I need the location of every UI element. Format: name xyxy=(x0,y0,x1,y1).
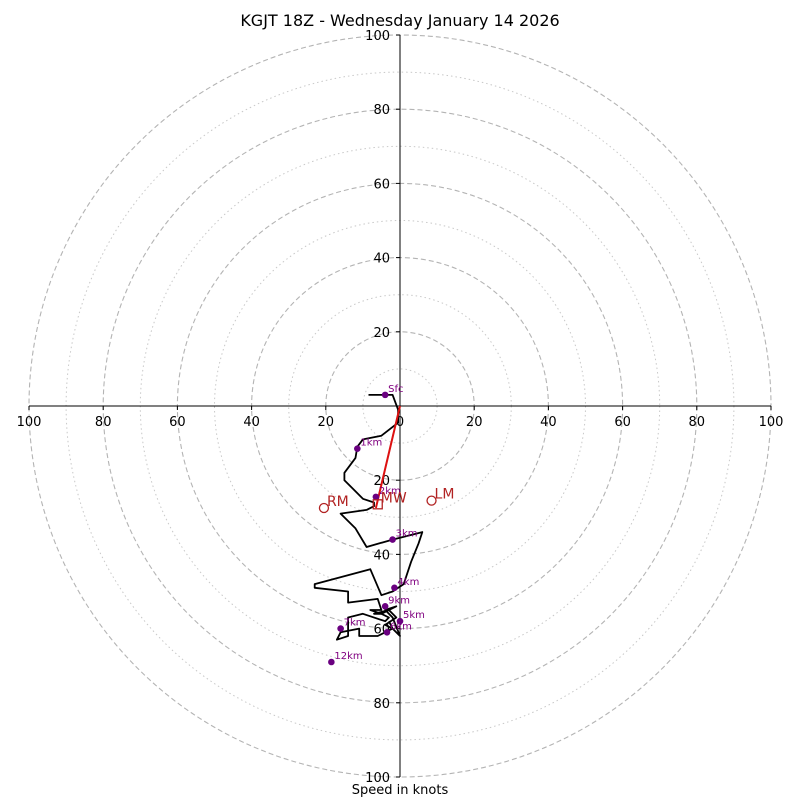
height-marker-label: 3km xyxy=(396,529,418,540)
y-tick-label: 60 xyxy=(373,177,390,192)
storm-motion-marker xyxy=(426,495,437,506)
y-tick-label: 40 xyxy=(373,548,390,563)
height-marker-label: 6km xyxy=(390,621,412,632)
height-marker-point xyxy=(383,629,391,636)
x-tick-label: 60 xyxy=(614,415,631,430)
height-marker-label: 7km xyxy=(344,618,366,629)
height-marker-point xyxy=(391,584,398,592)
height-marker-label: 2km xyxy=(379,486,401,497)
storm-motion-label: RM xyxy=(327,494,349,510)
x-tick-label: 40 xyxy=(243,415,260,430)
height-marker-point xyxy=(381,603,389,610)
y-tick-label: 40 xyxy=(373,252,390,267)
height-marker-point xyxy=(372,493,380,501)
y-tick-label: 20 xyxy=(373,326,390,341)
x-tick-label: 20 xyxy=(318,415,335,430)
y-tick-label: 80 xyxy=(373,697,390,712)
y-tick-label: 100 xyxy=(365,29,390,44)
height-marker-label: 4km xyxy=(397,577,419,588)
chart-title: KGJT 18Z - Wednesday January 14 2026 xyxy=(240,11,560,30)
height-marker-point xyxy=(328,658,335,666)
height-marker-label: 1km xyxy=(360,438,382,449)
height-marker-label: Sfc xyxy=(388,384,403,395)
y-tick-label: 100 xyxy=(365,771,390,786)
height-marker-label: 12km xyxy=(334,651,362,662)
height-marker-point xyxy=(389,536,396,543)
x-tick-label: 80 xyxy=(689,415,706,430)
x-tick-label: 100 xyxy=(17,415,42,430)
height-marker-point xyxy=(354,445,361,452)
x-axis-label: Speed in knots xyxy=(351,783,449,798)
storm-motion-label: MW xyxy=(381,490,407,506)
hodograph-trace-line xyxy=(313,393,424,641)
x-tick-label: 0 xyxy=(396,415,404,430)
storm-motion-marker xyxy=(318,502,330,514)
x-tick-label: 60 xyxy=(169,415,186,430)
x-tick-label: 100 xyxy=(759,415,784,430)
height-marker-point xyxy=(337,625,344,632)
storm-motion-label: LM xyxy=(435,487,455,503)
mean-wind-marker xyxy=(372,499,383,510)
height-marker-label: 5km xyxy=(403,610,425,621)
y-tick-label: 80 xyxy=(373,103,390,118)
shear-vector xyxy=(374,405,401,509)
height-marker-point xyxy=(396,617,404,625)
height-marker-point xyxy=(381,391,389,399)
x-tick-label: 80 xyxy=(95,415,112,430)
x-tick-label: 20 xyxy=(466,415,483,430)
x-tick-label: 40 xyxy=(540,415,557,430)
height-marker-label: 9km xyxy=(388,595,410,606)
